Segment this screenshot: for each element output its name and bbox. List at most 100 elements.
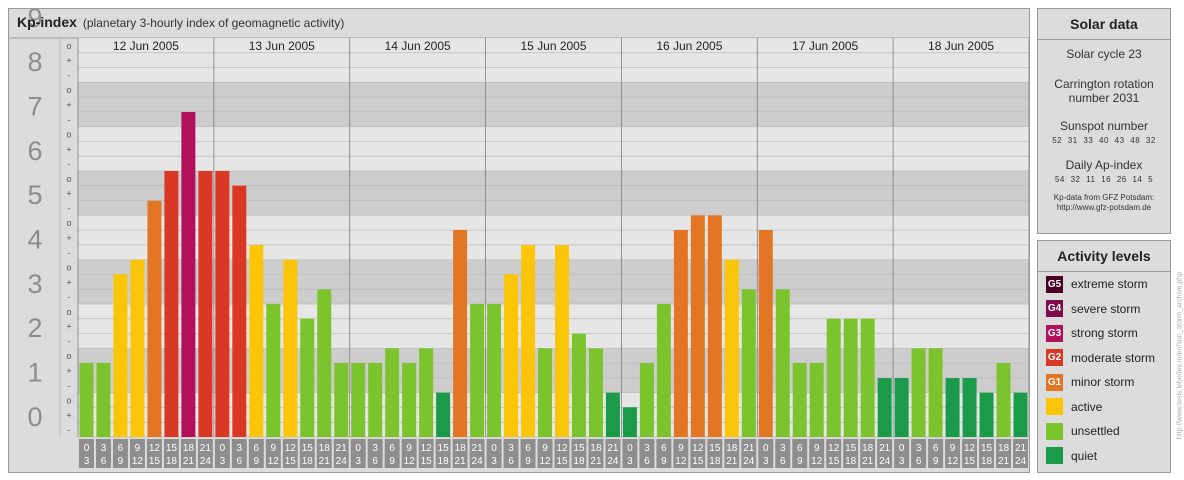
interval-box [95,439,111,468]
interval-start-label: 9 [814,443,820,454]
interval-end-label: 3 [899,456,905,467]
activity-level-extreme: G5 extreme storm [1046,274,1148,294]
interval-box [112,439,128,468]
interval-end-label: 12 [404,456,416,467]
interval-box [792,439,808,468]
interval-start-label: 6 [389,443,395,454]
kp-bar [334,362,349,437]
interval-end-label: 18 [709,456,721,467]
level-label: active [1071,399,1103,414]
minor-tick-label: o [66,41,71,51]
y-band [78,82,1029,127]
interval-box [911,439,927,468]
minor-tick-label: + [66,277,71,287]
day-label: 18 Jun 2005 [928,39,994,53]
interval-start-label: 21 [879,443,891,454]
interval-end-label: 24 [472,456,484,467]
interval-end-label: 21 [862,456,874,467]
level-swatch [1046,447,1063,464]
activity-level-unsettled: unsettled [1046,421,1120,441]
kp-bar [588,348,603,437]
kp-bar [96,362,111,437]
interval-box [197,439,213,468]
interval-start-label: 9 [271,443,277,454]
interval-end-label: 6 [101,456,107,467]
interval-start-label: 21 [472,443,484,454]
level-swatch [1046,398,1063,415]
y-tick-label: 6 [27,136,42,166]
minor-tick-label: - [68,203,71,213]
interval-start-label: 3 [916,443,922,454]
kp-bar [300,318,315,437]
interval-box [469,439,485,468]
kp-bar [996,362,1011,437]
interval-box [826,439,842,468]
kp-bar [249,245,264,437]
chart-title-main: Kp-index [17,14,77,30]
minor-tick-label: o [66,263,71,273]
level-swatch: G3 [1046,324,1063,342]
interval-end-label: 24 [879,456,891,467]
interval-start-label: 18 [726,443,738,454]
solar-cycle: Solar cycle 23 [1066,47,1142,61]
y-tick-label: 2 [27,313,42,343]
level-swatch [1046,422,1063,440]
interval-start-label: 12 [556,443,568,454]
kp-bar [317,289,332,437]
interval-box [962,439,978,468]
kp-bar [351,362,366,437]
kp-bar [605,392,620,437]
level-label: severe storm [1071,301,1141,316]
interval-box [860,439,876,468]
interval-end-label: 12 [675,456,687,467]
interval-box [894,439,910,468]
interval-end-label: 15 [421,456,433,467]
activity-level-moderate: G2 moderate storm [1046,348,1155,368]
interval-end-label: 6 [644,456,650,467]
interval-start-label: 15 [845,443,857,454]
minor-tick-label: + [66,144,71,154]
credit-label: http://www.tesis.lebedev.ru/en/sun_storm… [1176,271,1184,440]
kp-bar [198,171,213,437]
level-label: extreme storm [1071,277,1148,291]
kp-bar [928,348,943,437]
interval-start-label: 18 [998,443,1010,454]
interval-start-label: 18 [319,443,331,454]
interval-start-label: 15 [302,443,314,454]
interval-box [656,439,672,468]
interval-start-label: 15 [709,443,721,454]
y-tick-label: 4 [27,225,42,255]
kp-bar [775,289,790,437]
interval-end-label: 6 [508,456,514,467]
interval-start-label: 6 [797,443,803,454]
minor-tick-label: - [68,115,71,125]
kp-bar [266,304,281,437]
interval-start-label: 3 [508,443,514,454]
interval-end-label: 9 [254,456,260,467]
interval-start-label: 6 [525,443,531,454]
interval-box [486,439,502,468]
minor-tick-label: o [66,218,71,228]
interval-box [571,439,587,468]
interval-start-label: 9 [542,443,548,454]
interval-end-label: 3 [763,456,769,467]
interval-box [877,439,893,468]
interval-end-label: 9 [389,456,395,467]
kp-bar [724,259,739,437]
interval-end-label: 9 [933,456,939,467]
day-label: 16 Jun 2005 [656,39,722,53]
interval-box [945,439,961,468]
interval-box [554,439,570,468]
interval-start-label: 18 [183,443,195,454]
kp-bar [707,215,722,437]
activity-level-quiet: quiet [1046,446,1097,466]
interval-box [1013,439,1028,468]
kp-bar [555,245,569,437]
interval-box [180,439,196,468]
kp-bar [453,229,468,437]
day-label: 12 Jun 2005 [113,39,179,53]
interval-start-label: 3 [780,443,786,454]
interval-box [129,439,145,468]
kp-bar [130,259,145,437]
kp-bar [1013,392,1028,437]
